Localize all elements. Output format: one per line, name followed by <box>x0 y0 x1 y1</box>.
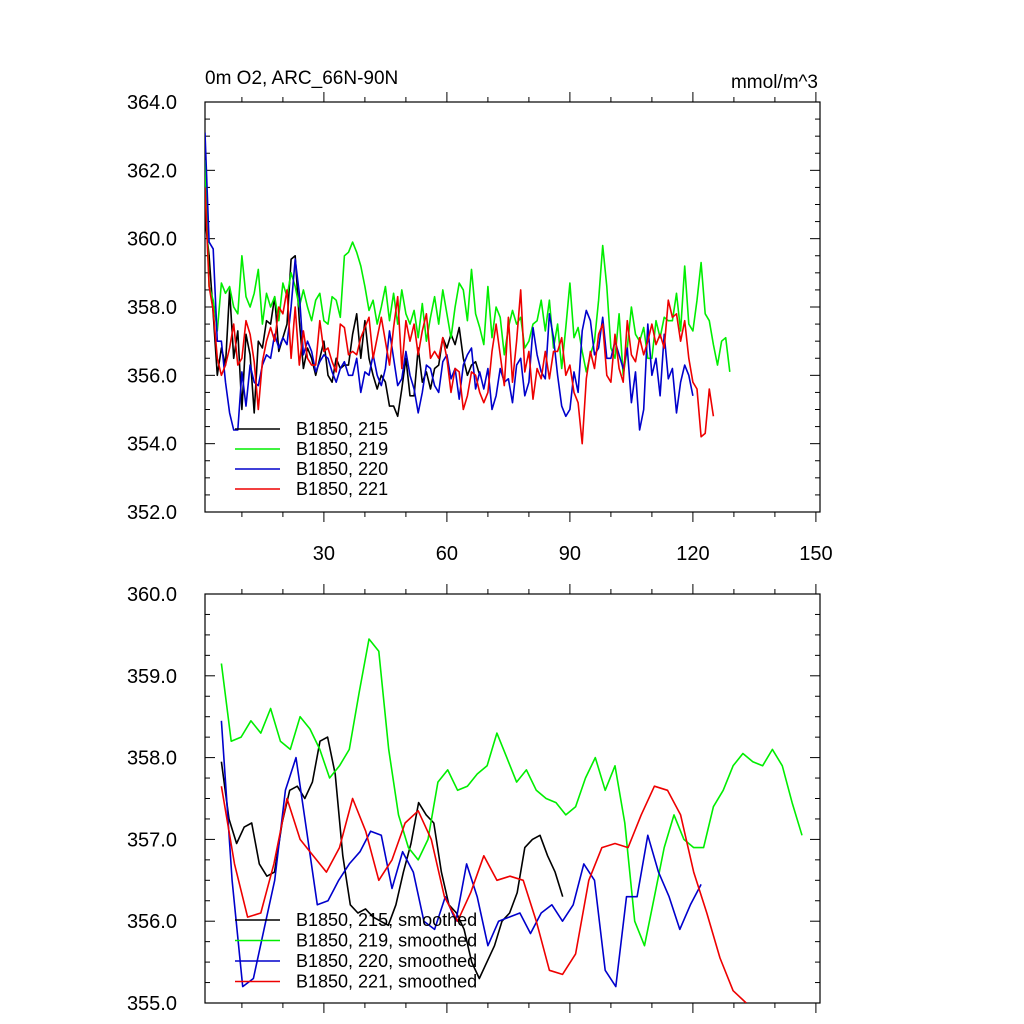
y-tick-label: 358.0 <box>127 748 177 770</box>
series-line-3 <box>205 132 694 431</box>
legend-label-2: B1850, 219 <box>296 439 388 459</box>
y-tick-label: 359.0 <box>127 666 177 688</box>
legend-label-3: B1850, 220, smoothed <box>296 951 477 971</box>
y-tick-label: 354.0 <box>127 434 177 456</box>
series-line-2 <box>220 638 803 947</box>
y-tick-label: 357.0 <box>127 829 177 851</box>
y-tick-label: 360.0 <box>127 229 177 251</box>
series-line-4 <box>205 187 715 445</box>
y-tick-label: 355.0 <box>127 993 177 1015</box>
y-tick-label: 364.0 <box>127 92 177 114</box>
legend-label-4: B1850, 221, smoothed <box>296 972 477 992</box>
x-tick-label: 30 <box>313 543 335 565</box>
legend-label-4: B1850, 221 <box>296 479 388 499</box>
legend-label-1: B1850, 215 <box>296 419 388 439</box>
series-line-2 <box>205 160 731 377</box>
units-label: mmol/m^3 <box>731 72 818 93</box>
y-tick-label: 356.0 <box>127 911 177 933</box>
top-panel: 352.0 354.0 356.0 358.0 360.0 362.0 364.0 30 60 9… <box>127 68 833 565</box>
bottom-panel: 355.0 356.0 357.0 358.0 359.0 360.0 B1850, 215… <box>127 584 821 1015</box>
chart-title: 0m O2, ARC_66N-90N <box>205 68 398 89</box>
x-tick-label: 150 <box>799 543 832 565</box>
legend-label-1: B1850, 215, smoothed <box>296 910 477 930</box>
series-line-3 <box>220 720 702 988</box>
y-tick-label: 360.0 <box>127 584 177 606</box>
legend-label-2: B1850, 219, smoothed <box>296 931 477 951</box>
y-tick-label: 356.0 <box>127 365 177 387</box>
series-line-4 <box>220 785 747 1003</box>
x-tick-label: 90 <box>559 543 581 565</box>
legend-label-3: B1850, 220 <box>296 459 388 479</box>
y-tick-label: 362.0 <box>127 160 177 182</box>
y-tick-label: 358.0 <box>127 297 177 319</box>
x-tick-label: 60 <box>436 543 458 565</box>
y-tick-label: 352.0 <box>127 502 177 524</box>
x-tick-label: 120 <box>676 543 709 565</box>
series-line-1 <box>205 218 481 418</box>
